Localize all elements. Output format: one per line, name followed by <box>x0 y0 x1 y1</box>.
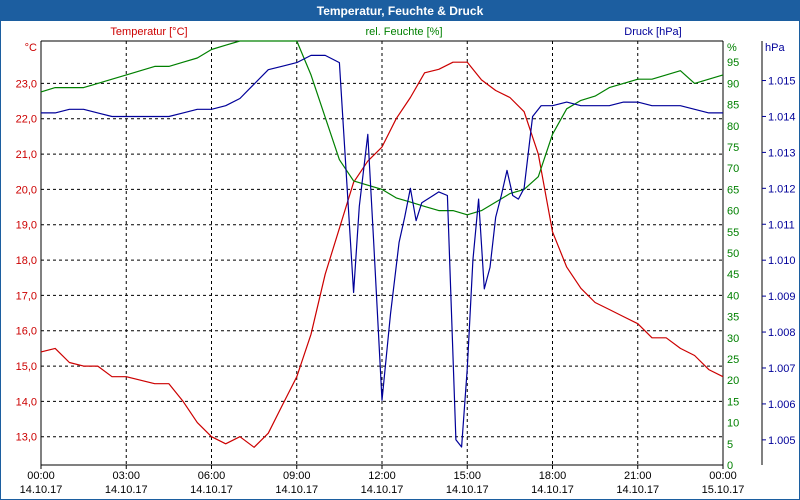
series-lines <box>40 40 724 448</box>
temperature-series-title: Temperatur [°C] <box>110 26 187 38</box>
window-title: Temperatur, Feuchte & Druck <box>1 1 799 21</box>
pressure-series-title: Druck [hPa] <box>624 26 681 38</box>
x-tick-time-label: 03:00 <box>112 470 140 482</box>
temperature-tick-label: 23,0 <box>16 78 37 90</box>
humidity-tick-label: 5 <box>727 439 733 451</box>
humidity-tick-label: 90 <box>727 78 739 90</box>
x-tick-date-label: 14.10.17 <box>446 484 489 496</box>
temperature-tick-label: 13,0 <box>16 432 37 444</box>
temperature-tick-label: 14,0 <box>16 396 37 408</box>
x-tick-date-label: 14.10.17 <box>275 484 318 496</box>
x-tick-date-label: 14.10.17 <box>20 484 63 496</box>
temperature-tick-label: 15,0 <box>16 361 37 373</box>
pressure-tick-label: 1.008 <box>768 327 796 339</box>
humidity-tick-label: 55 <box>727 227 739 239</box>
axes <box>40 40 766 469</box>
pressure-tick-label: 1.009 <box>768 291 796 303</box>
humidity-series-title: rel. Feuchte [%] <box>365 26 442 38</box>
temperature-unit-label: °C <box>25 42 37 54</box>
temperature-tick-label: 16,0 <box>16 326 37 338</box>
humidity-tick-label: 60 <box>727 206 739 218</box>
axis-labels: 13,0 14,0 15,0 16,0 17,0 18,0 19,0 20,0 21,0 22,0… <box>16 26 796 496</box>
humidity-tick-label: 45 <box>727 269 739 281</box>
x-tick-date-label: 14.10.17 <box>105 484 148 496</box>
x-tick-date-label: 14.10.17 <box>616 484 659 496</box>
humidity-tick-label: 40 <box>727 290 739 302</box>
x-tick-date-label: 14.10.17 <box>531 484 574 496</box>
temperature-tick-label: 17,0 <box>16 290 37 302</box>
humidity-tick-label: 65 <box>727 184 739 196</box>
temperature-tick-label: 20,0 <box>16 184 37 196</box>
humidity-tick-label: 70 <box>727 163 739 175</box>
temperature-tick-label: 18,0 <box>16 255 37 267</box>
pressure-unit-label: hPa <box>765 42 785 54</box>
pressure-tick-label: 1.013 <box>768 147 796 159</box>
humidity-tick-label: 95 <box>727 57 739 69</box>
humidity-tick-label: 80 <box>727 121 739 133</box>
humidity-tick-label: 0 <box>727 460 733 472</box>
humidity-tick-label: 25 <box>727 354 739 366</box>
temperature-line <box>40 61 724 448</box>
x-tick-time-label: 06:00 <box>198 470 226 482</box>
pressure-tick-label: 1.010 <box>768 255 796 267</box>
humidity-tick-label: 30 <box>727 333 739 345</box>
humidity-tick-label: 75 <box>727 142 739 154</box>
x-tick-time-label: 09:00 <box>283 470 311 482</box>
humidity-tick-label: 15 <box>727 396 739 408</box>
x-tick-time-label: 21:00 <box>624 470 652 482</box>
x-tick-date-label: 15.10.17 <box>702 484 745 496</box>
pressure-line <box>41 54 723 448</box>
x-tick-time-label: 00:00 <box>709 470 737 482</box>
pressure-tick-label: 1.007 <box>768 363 796 375</box>
pressure-tick-label: 1.014 <box>768 111 796 123</box>
x-tick-time-label: 12:00 <box>368 470 396 482</box>
pressure-tick-label: 1.011 <box>768 219 795 231</box>
humidity-tick-label: 10 <box>727 418 739 430</box>
humidity-line <box>40 40 724 216</box>
grid-lines <box>41 41 723 465</box>
humidity-unit-label: % <box>727 42 737 54</box>
humidity-tick-label: 35 <box>727 312 739 324</box>
humidity-tick-label: 85 <box>727 100 739 112</box>
x-tick-time-label: 00:00 <box>27 470 55 482</box>
humidity-tick-label: 20 <box>727 375 739 387</box>
pressure-tick-label: 1.015 <box>768 76 796 88</box>
humidity-tick-label: 50 <box>727 248 739 260</box>
pressure-tick-label: 1.012 <box>768 183 796 195</box>
pressure-tick-label: 1.005 <box>768 435 796 447</box>
temperature-tick-label: 19,0 <box>16 220 37 232</box>
pressure-tick-label: 1.006 <box>768 399 796 411</box>
x-tick-date-label: 14.10.17 <box>361 484 404 496</box>
temperature-tick-label: 21,0 <box>16 149 37 161</box>
x-tick-date-label: 14.10.17 <box>190 484 233 496</box>
x-tick-time-label: 15:00 <box>453 470 481 482</box>
temperature-tick-label: 22,0 <box>16 114 37 126</box>
x-tick-time-label: 18:00 <box>539 470 567 482</box>
